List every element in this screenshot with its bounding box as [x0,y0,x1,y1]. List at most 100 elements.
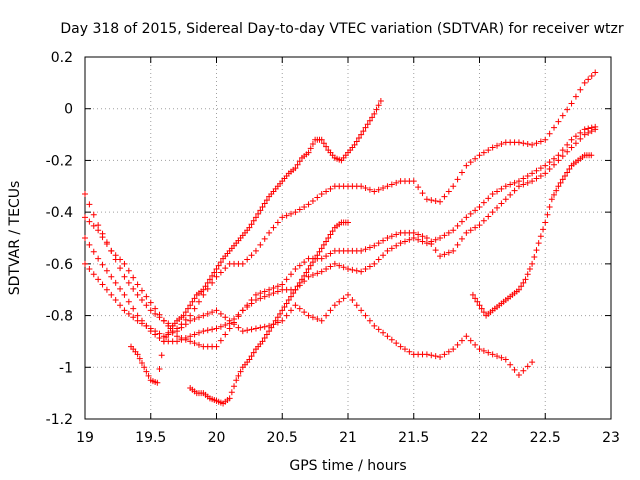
data-point [537,233,544,240]
data-point [86,201,93,208]
data-point [355,135,362,142]
data-point [542,162,549,169]
data-point [371,110,378,117]
data-point [524,363,531,370]
data-point [138,287,145,294]
data-point [211,269,218,276]
y-tick-label: 0.2 [51,50,73,66]
data-point [272,317,279,324]
data-point [520,367,527,374]
data-point [178,336,185,343]
data-point [551,124,558,131]
data-point [323,266,330,273]
data-point [419,190,426,197]
data-point [213,343,220,350]
data-point [156,366,163,373]
data-point [285,297,292,304]
data-point [485,147,492,154]
y-tick-label: -0.4 [46,205,73,221]
data-point [371,260,378,267]
data-point [174,333,181,340]
data-point [125,279,132,286]
data-point [529,170,536,177]
data-point [458,235,465,242]
data-point [515,178,522,185]
data-point [423,240,430,247]
data-point [406,348,413,355]
data-point [305,201,312,208]
data-point [388,233,395,240]
x-tick-labels: 19 19.5 20 20.5 21 21.5 22 22.5 23 [76,430,620,446]
data-point [200,328,207,335]
data-point [228,389,235,396]
data-point [252,297,259,304]
data-point [320,140,327,147]
data-point [147,299,154,306]
data-point [511,366,518,373]
data-point [366,263,373,270]
data-point [384,247,391,254]
data-point [283,300,290,307]
data-point [546,159,553,166]
data-point [134,317,141,324]
data-point [533,247,540,254]
data-point [303,269,310,276]
data-point [277,310,284,317]
data-point [312,255,319,262]
data-point [213,325,220,332]
data-point [535,240,542,247]
data-point [235,372,242,379]
data-point [86,266,93,273]
data-point [349,297,356,304]
data-point [292,266,299,273]
x-tick-label: 19.5 [135,430,166,446]
data-point [380,329,387,336]
data-point [515,372,522,379]
data-point [143,293,150,300]
data-point [222,314,229,321]
data-point [507,191,514,198]
data-point [480,217,487,224]
data-point [537,165,544,172]
data-point [301,309,308,316]
chart-title: Day 318 of 2015, Sidereal Day-to-day VTE… [60,21,624,37]
data-point [239,328,246,335]
data-point [189,298,196,305]
data-point [103,267,110,274]
data-point [529,359,536,366]
data-point [248,221,255,228]
data-point [366,244,373,251]
data-point [520,140,527,147]
data-point [555,118,562,125]
data-point [520,279,527,286]
data-point [261,293,268,300]
data-point [90,211,97,218]
x-tick-label: 20 [208,430,226,446]
data-point [369,114,376,121]
data-point [226,317,233,324]
data-point [428,352,435,359]
data-point [489,191,496,198]
data-point [454,341,461,348]
data-point [231,321,238,328]
series-track-2 [82,126,599,350]
data-point [371,242,378,249]
data-point [345,291,351,298]
data-point [206,276,213,283]
data-point [572,133,579,140]
data-point [353,267,360,274]
data-point [250,217,257,224]
data-point [187,312,194,319]
data-point [290,290,297,297]
data-point [489,209,496,216]
data-point [476,302,483,309]
data-point [154,379,161,386]
data-point [428,197,435,204]
data-point [143,368,150,375]
data-point [244,256,251,263]
data-point [553,187,560,194]
data-point [437,353,444,360]
data-point [533,167,540,174]
data-point [222,265,229,272]
data-point [572,140,579,147]
